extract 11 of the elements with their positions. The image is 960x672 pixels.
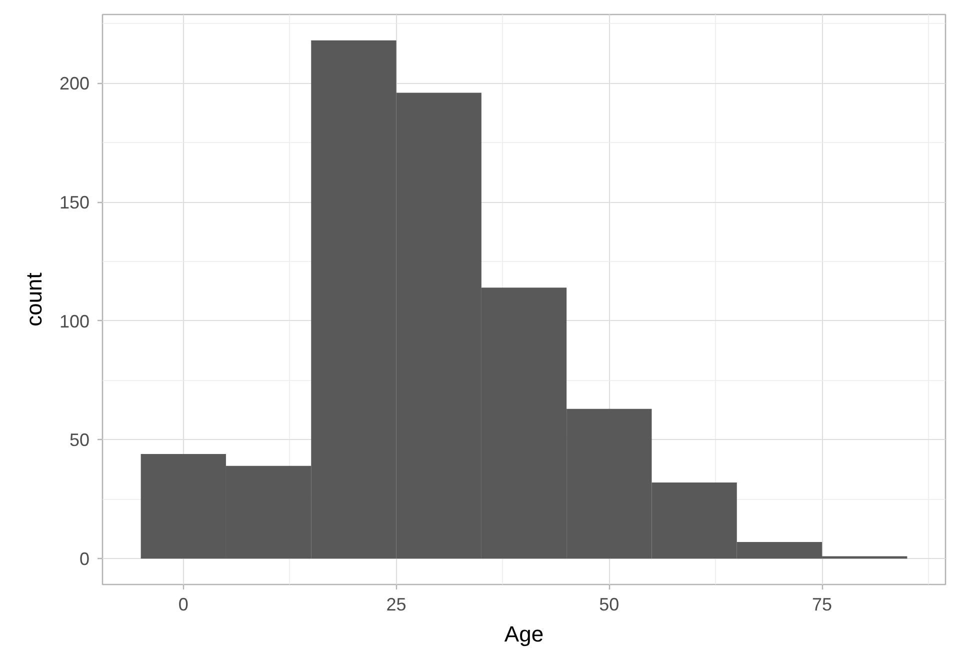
y-tick-label: 0 [79,549,90,570]
x-tick-label: 25 [386,594,406,614]
y-tick-label: 100 [59,311,90,332]
x-tick-label: 50 [599,594,620,614]
y-tick-label: 50 [69,430,90,450]
y-tick-label: 200 [59,74,90,94]
y-tick-label: 150 [59,192,90,213]
y-axis-title: count [21,272,46,326]
x-tick-label: 75 [812,594,832,614]
x-axis-title: Age [504,622,544,646]
x-tick-label: 0 [178,594,188,614]
